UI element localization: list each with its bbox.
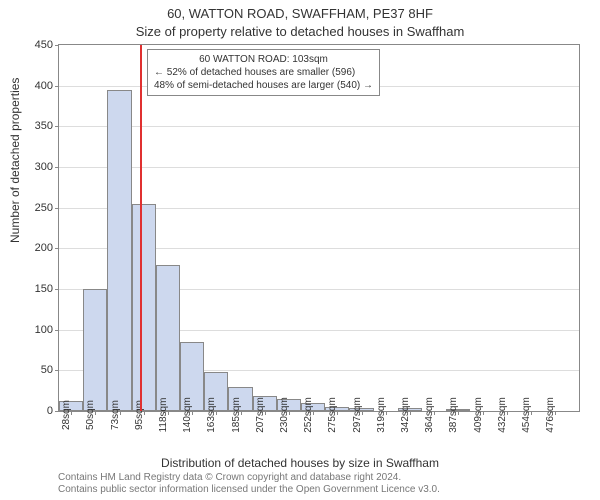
xtick-label: 319sqm <box>376 397 387 433</box>
xtick-label: 207sqm <box>255 397 266 433</box>
y-axis-label: Number of detached properties <box>8 78 22 243</box>
footer: Contains HM Land Registry data © Crown c… <box>58 472 440 496</box>
ytick-mark <box>55 86 59 87</box>
gridline <box>59 167 579 168</box>
callout-line: 48% of semi-detached houses are larger (… <box>154 79 373 92</box>
x-axis-label: Distribution of detached houses by size … <box>0 456 600 470</box>
subtitle: Size of property relative to detached ho… <box>0 24 600 39</box>
ytick-mark <box>55 248 59 249</box>
marker-callout: 60 WATTON ROAD: 103sqm← 52% of detached … <box>147 49 380 96</box>
histogram-plot: 05010015020025030035040045028sqm50sqm73s… <box>58 44 580 412</box>
histogram-bar <box>156 265 180 411</box>
histogram-bar <box>83 289 107 411</box>
ytick-mark <box>55 411 59 412</box>
xtick-label: 140sqm <box>182 397 193 433</box>
xtick-label: 252sqm <box>303 397 314 433</box>
ytick-mark <box>55 370 59 371</box>
ytick-label: 300 <box>35 161 53 173</box>
property-marker-line <box>140 45 142 411</box>
ytick-mark <box>55 330 59 331</box>
ytick-label: 450 <box>35 39 53 51</box>
page-title: 60, WATTON ROAD, SWAFFHAM, PE37 8HF <box>0 6 600 21</box>
ytick-label: 150 <box>35 283 53 295</box>
ytick-label: 250 <box>35 202 53 214</box>
ytick-label: 0 <box>47 405 53 417</box>
callout-line: 60 WATTON ROAD: 103sqm <box>154 53 373 66</box>
xtick-label: 95sqm <box>134 400 145 430</box>
xtick-label: 275sqm <box>327 397 338 433</box>
ytick-mark <box>55 126 59 127</box>
ytick-label: 50 <box>41 364 53 376</box>
xtick-label: 163sqm <box>206 397 217 433</box>
xtick-label: 342sqm <box>400 397 411 433</box>
xtick-label: 50sqm <box>85 400 96 430</box>
footer-line1: Contains HM Land Registry data © Crown c… <box>58 472 440 484</box>
histogram-bar <box>132 204 156 411</box>
footer-line2: Contains public sector information licen… <box>58 484 440 496</box>
xtick-label: 454sqm <box>521 397 532 433</box>
xtick-label: 230sqm <box>279 397 290 433</box>
ytick-label: 400 <box>35 80 53 92</box>
xtick-label: 28sqm <box>61 400 72 430</box>
xtick-label: 297sqm <box>352 397 363 433</box>
ytick-label: 100 <box>35 324 53 336</box>
ytick-mark <box>55 167 59 168</box>
xtick-label: 185sqm <box>231 397 242 433</box>
ytick-label: 350 <box>35 120 53 132</box>
xtick-label: 432sqm <box>497 397 508 433</box>
ytick-mark <box>55 208 59 209</box>
gridline <box>59 126 579 127</box>
xtick-label: 73sqm <box>110 400 121 430</box>
histogram-bar <box>107 90 131 411</box>
callout-line: ← 52% of detached houses are smaller (59… <box>154 66 373 79</box>
ytick-label: 200 <box>35 242 53 254</box>
xtick-label: 387sqm <box>448 397 459 433</box>
xtick-label: 409sqm <box>473 397 484 433</box>
xtick-label: 476sqm <box>545 397 556 433</box>
xtick-label: 364sqm <box>424 397 435 433</box>
ytick-mark <box>55 45 59 46</box>
ytick-mark <box>55 289 59 290</box>
xtick-label: 118sqm <box>158 398 169 433</box>
